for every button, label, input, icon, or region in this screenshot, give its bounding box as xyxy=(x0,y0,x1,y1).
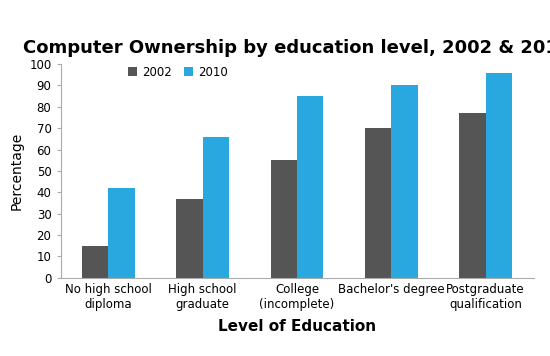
Bar xyxy=(203,137,229,278)
Y-axis label: Percentage: Percentage xyxy=(10,132,24,210)
X-axis label: Level of Education: Level of Education xyxy=(218,319,376,334)
Bar xyxy=(82,246,108,278)
Bar xyxy=(297,96,323,278)
Bar xyxy=(486,73,512,278)
Title: Computer Ownership by education level, 2002 & 2010: Computer Ownership by education level, 2… xyxy=(23,39,550,57)
Bar xyxy=(459,113,486,278)
Bar xyxy=(365,128,391,278)
Legend: 2002, 2010: 2002, 2010 xyxy=(128,66,228,79)
Bar xyxy=(177,199,203,278)
Bar xyxy=(391,85,417,278)
Bar xyxy=(108,188,135,278)
Bar xyxy=(271,160,297,278)
